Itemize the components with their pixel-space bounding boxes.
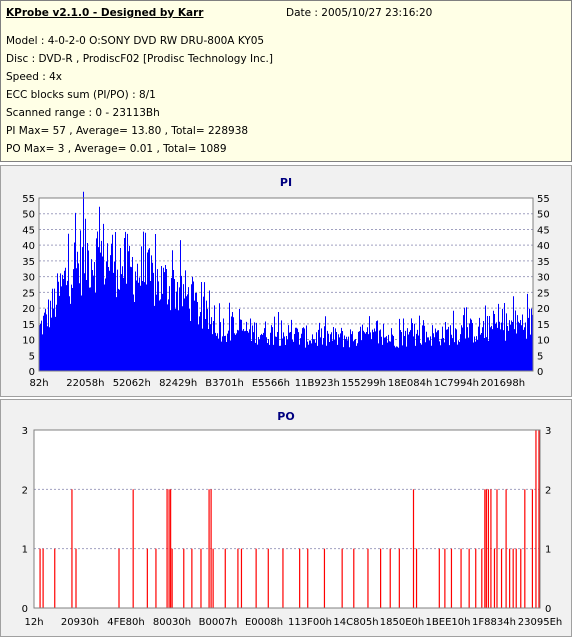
po-x-tick: 113F00h <box>288 617 332 628</box>
info-disc: Disc : DVD-R , ProdiscF02 [Prodisc Techn… <box>6 53 273 65</box>
pi-y-tick-left: 0 <box>29 367 35 378</box>
info-range: Scanned range : 0 - 23113Bh <box>6 107 160 119</box>
pi-y-tick-left: 30 <box>22 273 35 284</box>
pi-y-tick-right: 30 <box>537 273 550 284</box>
pi-y-tick-left: 45 <box>22 225 35 236</box>
pi-y-tick-right: 5 <box>537 351 543 362</box>
po-x-tick: 4FE80h <box>107 617 145 628</box>
info-model: Model : 4-0-2-0 O:SONY DVD RW DRU-800A K… <box>6 35 265 47</box>
pi-x-tick: 201698h <box>481 378 526 389</box>
po-x-tick: 1850E0h <box>380 617 424 628</box>
po-x-tick: 20930h <box>61 617 99 628</box>
pi-y-tick-left: 5 <box>29 351 35 362</box>
po-y-tick-right: 1 <box>545 545 551 556</box>
pi-x-tick: 22058h <box>66 378 104 389</box>
po-x-tick: 1BEE10h <box>426 617 471 628</box>
po-x-tick: 12h <box>24 617 43 628</box>
pi-y-tick-right: 20 <box>537 304 550 315</box>
pi-y-tick-left: 50 <box>22 210 35 221</box>
pi-y-tick-right: 15 <box>537 320 550 331</box>
pi-y-tick-left: 35 <box>22 257 35 268</box>
pi-y-tick-right: 10 <box>537 336 550 347</box>
pi-y-tick-right: 55 <box>537 194 550 205</box>
pi-x-tick: E5566h <box>252 378 290 389</box>
po-plot-border <box>33 429 541 609</box>
pi-y-tick-left: 55 <box>22 194 35 205</box>
pi-y-tick-left: 15 <box>22 320 35 331</box>
po-y-tick-right: 2 <box>545 485 551 496</box>
po-x-tick: 1F8834h <box>472 617 516 628</box>
pi-chart-panel: PI 0 0 5 5 10 10 15 15 20 20 25 25 30 30 35 35 40 40 45 45 50… <box>0 165 572 397</box>
app-title: KProbe v2.1.0 - Designed by Karr <box>6 7 204 19</box>
pi-x-tick: 155299h <box>341 378 386 389</box>
pi-y-tick-right: 40 <box>537 241 550 252</box>
pi-plot-border <box>38 197 534 372</box>
pi-chart-title: PI <box>280 176 292 189</box>
info-pi-stats: PI Max= 57 , Average= 13.80 , Total= 228… <box>6 125 249 137</box>
po-x-tick: 80030h <box>153 617 191 628</box>
pi-x-tick: 52062h <box>113 378 151 389</box>
pi-y-tick-left: 10 <box>22 336 35 347</box>
po-y-tick-right: 3 <box>545 426 551 437</box>
po-y-tick-right: 0 <box>545 604 551 615</box>
po-plot-area <box>34 430 540 608</box>
pi-y-tick-left: 20 <box>22 304 35 315</box>
pi-y-tick-left: 25 <box>22 288 35 299</box>
info-panel: KProbe v2.1.0 - Designed by Karr Date : … <box>0 0 572 162</box>
pi-y-tick-right: 35 <box>537 257 550 268</box>
po-x-tick: B0007h <box>199 617 238 628</box>
po-x-tick: 14C805h <box>333 617 378 628</box>
pi-x-tick: 11B923h <box>295 378 340 389</box>
pi-y-tick-right: 45 <box>537 225 550 236</box>
po-chart-panel: PO 0 0 1 1 2 2 3 3 12h 20930h 4FE80h 80030h B0007h E00… <box>0 399 572 637</box>
pi-y-tick-right: 25 <box>537 288 550 299</box>
pi-x-tick: 82429h <box>159 378 197 389</box>
pi-x-tick: 82h <box>29 378 48 389</box>
info-speed: Speed : 4x <box>6 71 63 83</box>
info-ecc: ECC blocks sum (PI/PO) : 8/1 <box>6 89 156 101</box>
pi-x-tick: B3701h <box>205 378 244 389</box>
po-chart-title: PO <box>277 410 294 423</box>
po-x-tick: 23095Eh <box>518 617 562 628</box>
po-y-tick-left: 2 <box>22 485 28 496</box>
po-chart: PO 0 0 1 1 2 2 3 3 12h 20930h 4FE80h 80030h B0007h E00… <box>22 410 563 628</box>
pi-y-tick-right: 0 <box>537 367 543 378</box>
pi-y-tick-right: 50 <box>537 210 550 221</box>
scan-date: Date : 2005/10/27 23:16:20 <box>286 7 433 19</box>
po-y-tick-left: 0 <box>22 604 28 615</box>
po-x-tick: E0008h <box>245 617 283 628</box>
pi-x-tick: 1C7994h <box>434 378 479 389</box>
pi-x-tick: 18E084h <box>388 378 432 389</box>
po-y-tick-left: 1 <box>22 545 28 556</box>
pi-y-tick-left: 40 <box>22 241 35 252</box>
po-y-tick-left: 3 <box>22 426 28 437</box>
info-po-stats: PO Max= 3 , Average= 0.01 , Total= 1089 <box>6 143 227 155</box>
